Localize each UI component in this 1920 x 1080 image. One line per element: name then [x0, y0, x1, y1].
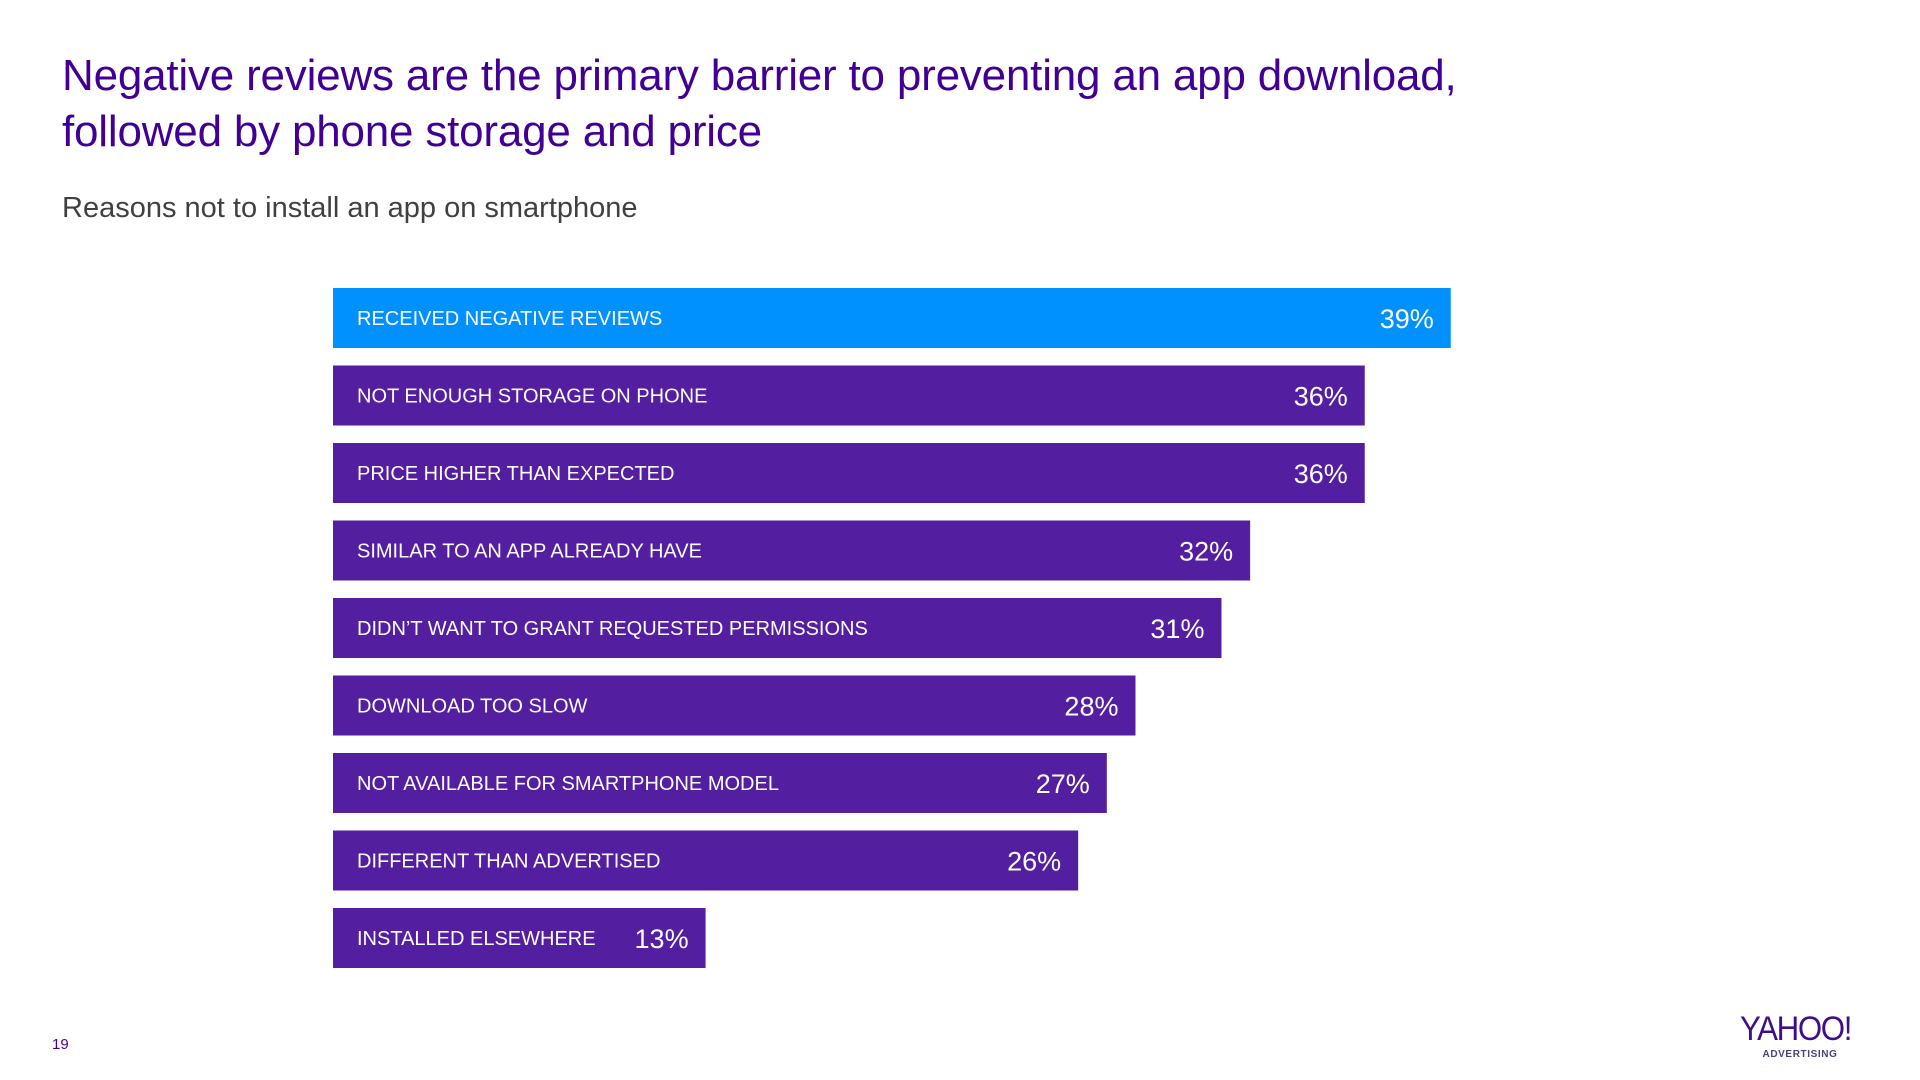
page-number: 19	[52, 1036, 69, 1053]
yahoo-logo-mark: YAHOO!	[1740, 1010, 1852, 1048]
bar-value-label: 32%	[1179, 537, 1233, 567]
bar	[333, 830, 1079, 891]
slide-title: Negative reviews are the primary barrier…	[62, 48, 1457, 160]
bar-category-label: NOT AVAILABLE FOR SMARTPHONE MODEL	[357, 773, 779, 795]
bar	[333, 520, 1251, 581]
bar-row: NOT ENOUGH STORAGE ON PHONE 36%	[333, 365, 1365, 426]
bar-row: DIFFERENT THAN ADVERTISED 26%	[333, 830, 1079, 891]
bar	[333, 598, 1222, 658]
bar	[333, 753, 1107, 813]
bar-row: SIMILAR TO AN APP ALREADY HAVE 32%	[333, 520, 1251, 581]
bar-value-label: 36%	[1294, 459, 1348, 489]
bar-row: RECEIVED NEGATIVE REVIEWS 39%	[333, 288, 1451, 348]
bar	[333, 365, 1365, 426]
bar	[333, 443, 1365, 503]
bar-category-label: NOT ENOUGH STORAGE ON PHONE	[357, 386, 707, 408]
bar-category-label: INSTALLED ELSEWHERE	[357, 928, 596, 950]
bar	[333, 908, 706, 968]
bar-value-label: 27%	[1036, 769, 1090, 799]
slide-title-line-1: Negative reviews are the primary barrier…	[62, 51, 1457, 100]
slide-title-line-2: followed by phone storage and price	[62, 107, 762, 156]
bar-group: RECEIVED NEGATIVE REVIEWS 39% NOT ENOUGH S…	[333, 288, 1451, 968]
bar-row: DIDN’T WANT TO GRANT REQUESTED PERMISSIO…	[333, 598, 1222, 658]
bar-value-label: 28%	[1064, 692, 1118, 722]
bar-category-label: RECEIVED NEGATIVE REVIEWS	[357, 308, 662, 330]
bar-category-label: PRICE HIGHER THAN EXPECTED	[357, 463, 674, 485]
bar	[333, 288, 1451, 348]
bar-row: NOT AVAILABLE FOR SMARTPHONE MODEL 27%	[333, 753, 1107, 813]
logo-subtitle: ADVERTISING	[1762, 1049, 1838, 1060]
bar-row: PRICE HIGHER THAN EXPECTED 36%	[333, 443, 1365, 503]
chart-subtitle: Reasons not to install an app on smartph…	[62, 192, 638, 224]
bar-row: INSTALLED ELSEWHERE 13%	[333, 908, 706, 968]
bar-row: DOWNLOAD TOO SLOW 28%	[333, 675, 1136, 736]
bar	[333, 675, 1136, 736]
bar-category-label: DIDN’T WANT TO GRANT REQUESTED PERMISSIO…	[357, 618, 868, 640]
bar-category-label: DOWNLOAD TOO SLOW	[357, 696, 588, 718]
bar-value-label: 31%	[1150, 614, 1204, 644]
bar-value-label: 39%	[1380, 304, 1434, 334]
bar-category-label: SIMILAR TO AN APP ALREADY HAVE	[357, 541, 702, 563]
bar-category-label: DIFFERENT THAN ADVERTISED	[357, 851, 660, 873]
bar-value-label: 36%	[1294, 382, 1348, 412]
yahoo-advertising-logo: YAHOO! ADVERTISING	[1740, 1012, 1860, 1060]
bar-value-label: 26%	[1007, 847, 1061, 877]
bar-value-label: 13%	[635, 924, 689, 954]
